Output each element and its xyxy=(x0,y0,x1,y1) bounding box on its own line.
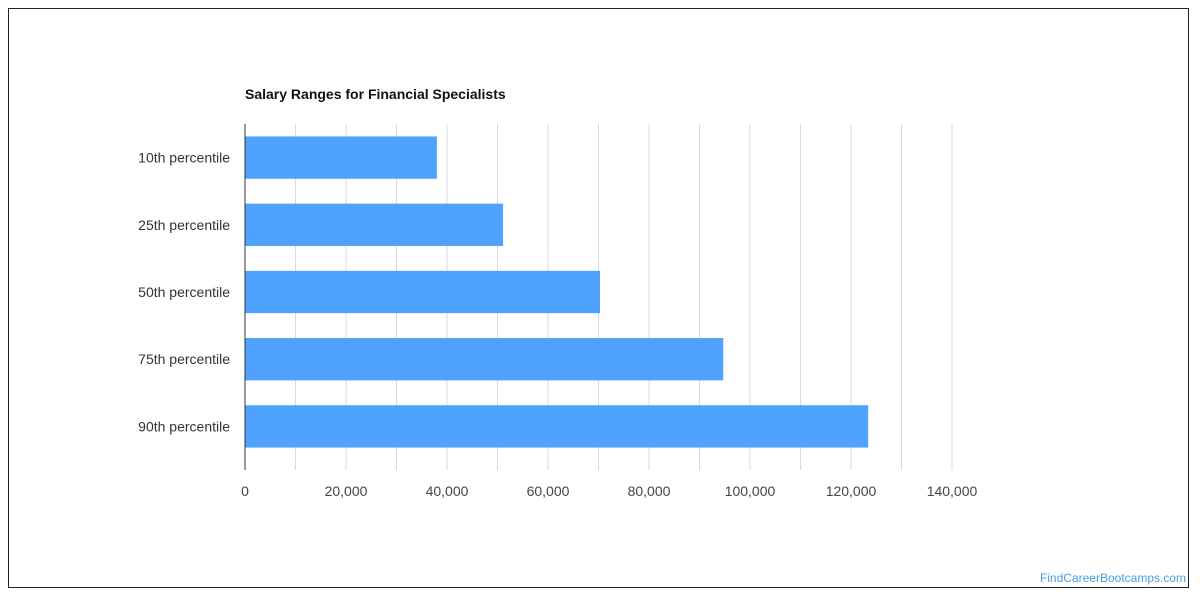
bar-90th-percentile xyxy=(245,405,869,448)
category-label: 90th percentile xyxy=(138,418,230,434)
x-tick-label: 60,000 xyxy=(527,483,570,499)
bar-75th-percentile xyxy=(245,338,724,381)
x-tick-label: 100,000 xyxy=(725,483,776,499)
bar-50th-percentile xyxy=(245,270,601,314)
category-label: 75th percentile xyxy=(138,351,230,367)
category-label: 25th percentile xyxy=(138,217,230,233)
bars xyxy=(245,136,869,448)
category-labels: 10th percentile 25th percentile 50th perce… xyxy=(138,150,230,435)
watermark-text[interactable]: FindCareerBootcamps.com xyxy=(1039,571,1186,585)
category-label: 10th percentile xyxy=(138,150,230,166)
category-label: 50th percentile xyxy=(138,284,230,300)
x-tick-label: 140,000 xyxy=(927,483,978,499)
x-tick-label: 20,000 xyxy=(325,483,368,499)
x-tick-label: 40,000 xyxy=(426,483,469,499)
x-tick-labels: 0 20,000 40,000 60,000 80,000 100,000 120,000 1… xyxy=(241,483,977,499)
x-tick-label: 0 xyxy=(241,483,249,499)
x-tick-label: 80,000 xyxy=(628,483,671,499)
bar-25th-percentile xyxy=(245,203,504,246)
x-tick-label: 120,000 xyxy=(826,483,877,499)
chart-title: Salary Ranges for Financial Specialists xyxy=(245,86,506,102)
bar-10th-percentile xyxy=(245,136,437,179)
